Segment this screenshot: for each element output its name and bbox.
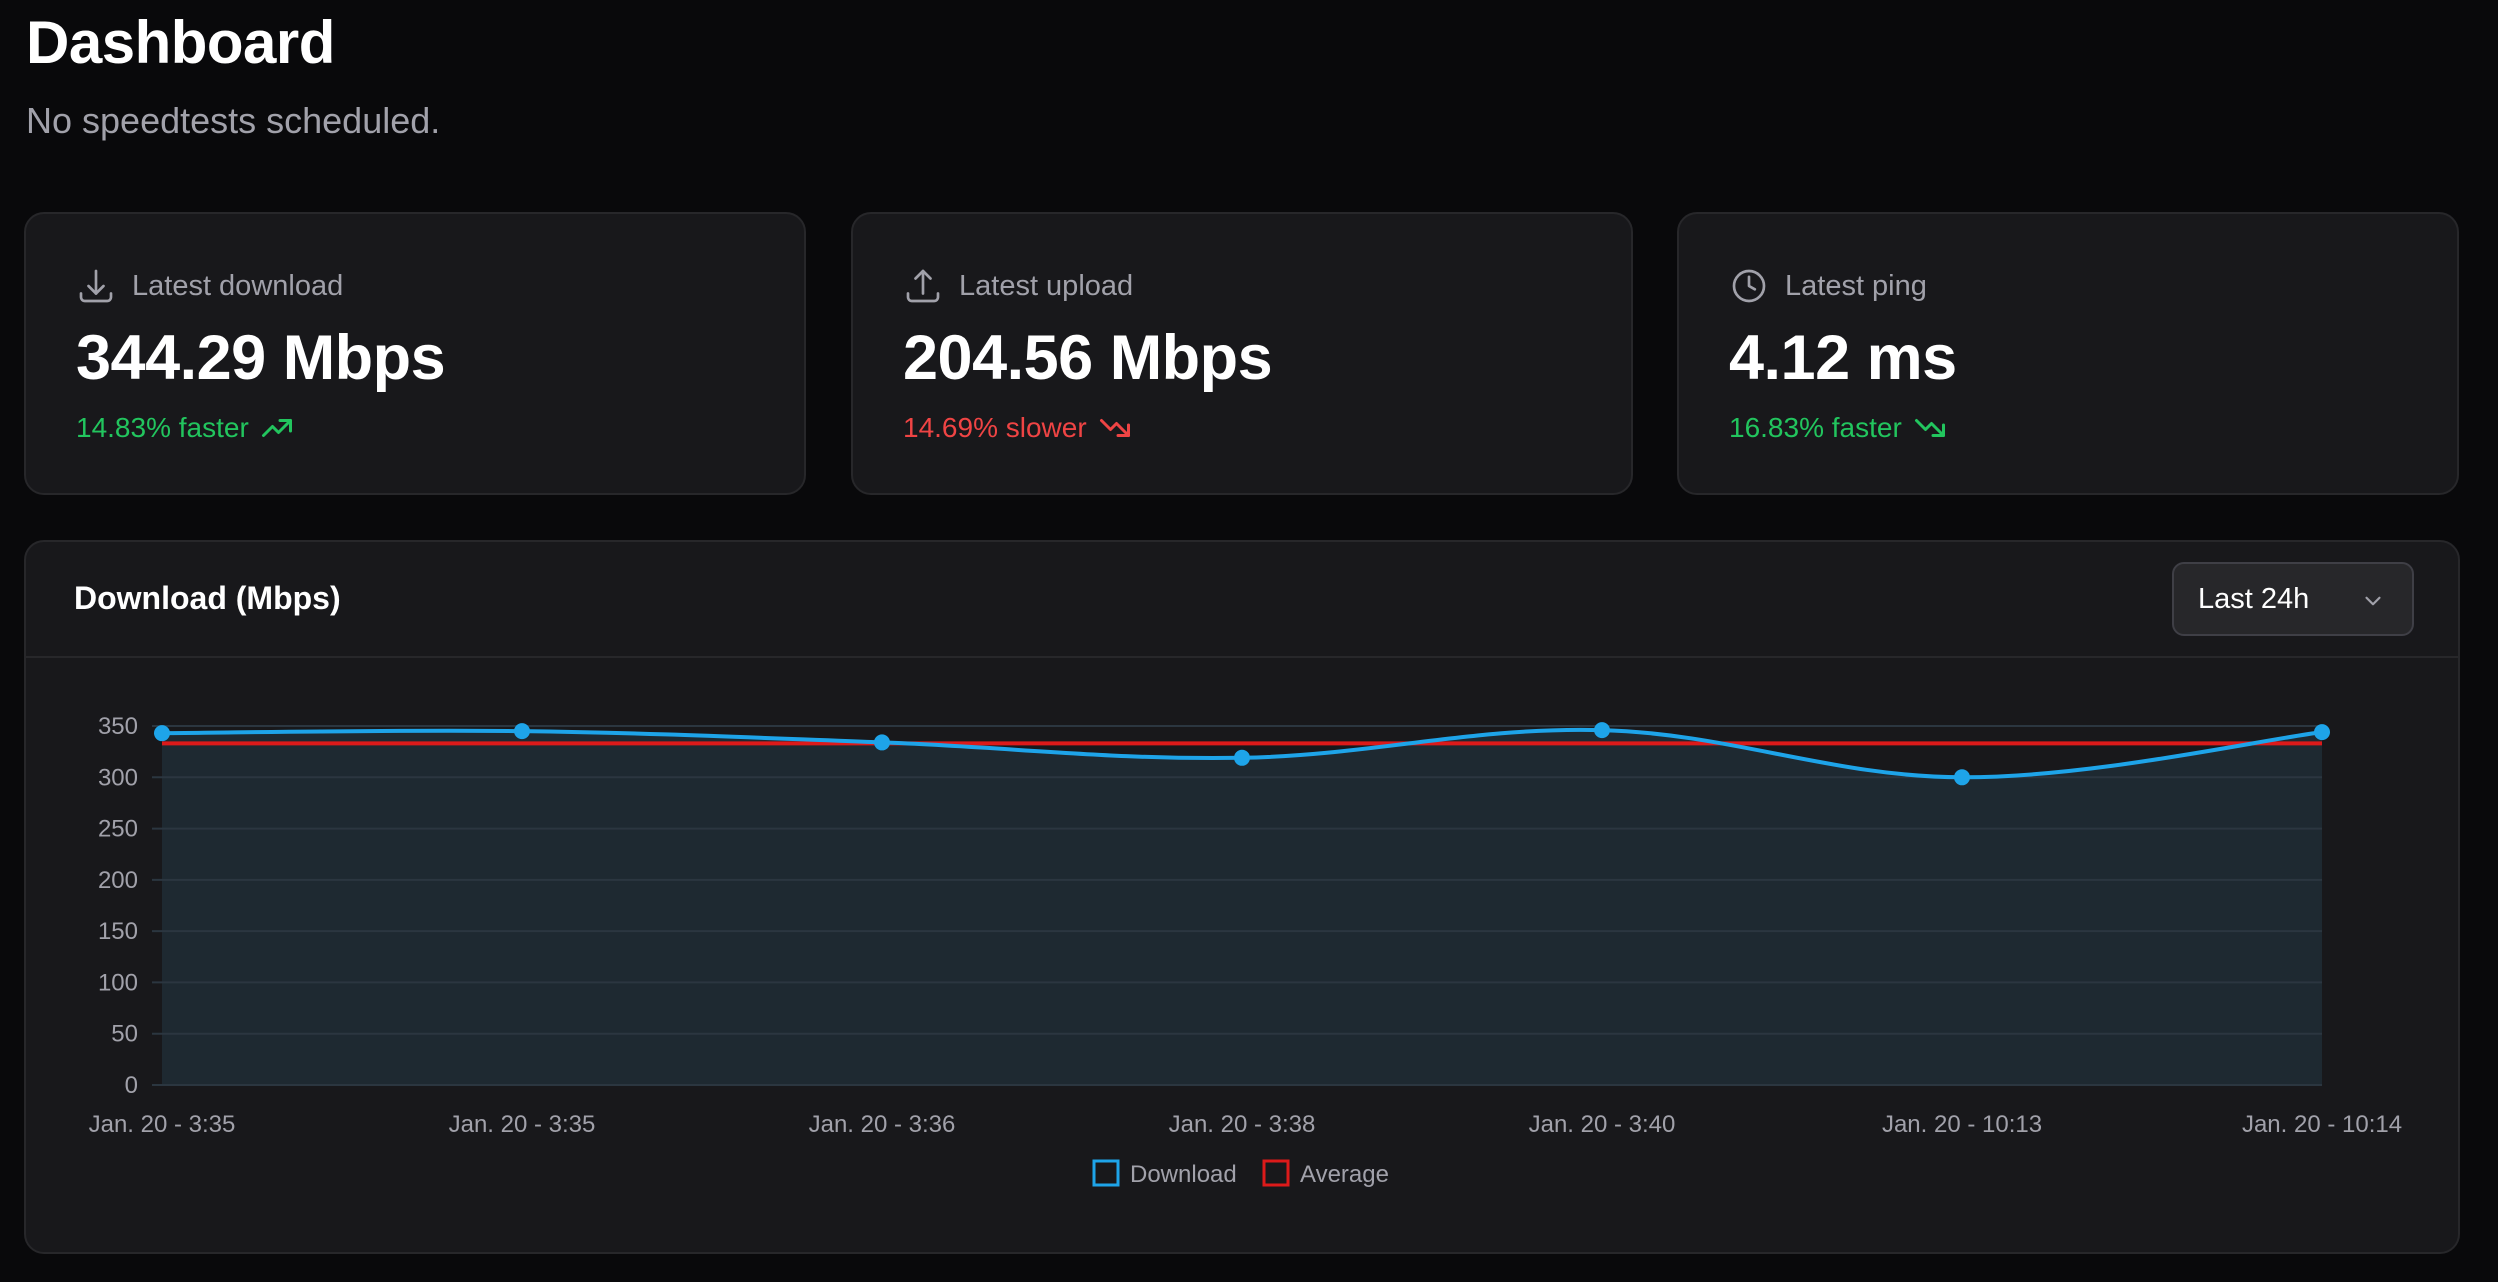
legend-download-swatch: [1092, 1159, 1120, 1187]
download-data-point: [154, 725, 170, 742]
latest-ping-label: Latest ping: [1785, 269, 1927, 302]
download-icon: [79, 269, 113, 303]
clock-icon: [1732, 269, 1766, 303]
legend-average-swatch: [1262, 1159, 1290, 1187]
y-tick-label: 150: [98, 918, 138, 945]
y-tick-label: 300: [98, 764, 138, 791]
latest-download-label: Latest download: [132, 269, 344, 302]
x-tick-label: Jan. 20 - 10:14: [2242, 1111, 2402, 1138]
y-tick-label: 200: [98, 867, 138, 894]
time-range-select[interactable]: Last 24h: [2172, 562, 2414, 636]
x-tick-label: Jan. 20 - 3:35: [89, 1111, 236, 1138]
latest-ping-card: Latest ping 4.12 ms 16.83% faster: [1677, 212, 2459, 495]
latest-upload-label: Latest upload: [959, 269, 1134, 302]
chart-header: Download (Mbps) Last 24h: [26, 542, 2458, 658]
x-tick-label: Jan. 20 - 3:38: [1169, 1111, 1316, 1138]
latest-download-value: 344.29 Mbps: [76, 323, 446, 393]
latest-download-delta: 14.83% faster: [76, 410, 295, 446]
x-tick-label: Jan. 20 - 3:35: [449, 1111, 596, 1138]
latest-upload-delta: 14.69% slower: [903, 410, 1133, 446]
chevron-down-icon: [2365, 596, 2381, 606]
download-data-point: [874, 734, 890, 751]
page-title: Dashboard: [26, 9, 335, 76]
download-area-fill: [162, 729, 2322, 1085]
download-data-point: [514, 723, 530, 740]
trending-down-icon: [1099, 419, 1130, 437]
x-tick-label: Jan. 20 - 10:13: [1882, 1111, 2042, 1138]
trending-up-icon: [261, 419, 292, 437]
latest-download-delta-text: 14.83% faster: [76, 412, 249, 443]
latest-upload-delta-text: 14.69% slower: [903, 412, 1087, 443]
latest-upload-value: 204.56 Mbps: [903, 323, 1273, 393]
trending-down-icon: [1914, 419, 1945, 437]
page-subtitle: No speedtests scheduled.: [26, 100, 441, 141]
download-chart: 0 50 100 150 200 250 300 350 Jan. 20 - 3:35 Jan. …: [89, 713, 2402, 1188]
latest-download-card: Latest download 344.29 Mbps 14.83% faste…: [24, 212, 806, 495]
download-data-point: [1234, 749, 1250, 766]
y-tick-label: 50: [111, 1021, 138, 1048]
y-tick-label: 250: [98, 816, 138, 843]
x-tick-label: Jan. 20 - 3:36: [809, 1111, 956, 1138]
y-tick-label: 0: [125, 1072, 138, 1099]
latest-ping-value: 4.12 ms: [1729, 323, 1957, 393]
y-tick-label: 350: [98, 713, 138, 740]
latest-ping-delta: 16.83% faster: [1729, 410, 1948, 446]
latest-upload-card: Latest upload 204.56 Mbps 14.69% slower: [851, 212, 1633, 495]
upload-icon: [906, 269, 940, 303]
legend-average-label: Average: [1300, 1161, 1389, 1188]
download-data-point: [2314, 724, 2330, 741]
legend-download-label: Download: [1130, 1161, 1237, 1188]
download-data-point: [1954, 769, 1970, 786]
download-data-point: [1594, 722, 1610, 739]
latest-ping-delta-text: 16.83% faster: [1729, 412, 1902, 443]
time-range-value: Last 24h: [2198, 582, 2310, 615]
x-tick-label: Jan. 20 - 3:40: [1529, 1111, 1676, 1138]
y-tick-label: 100: [98, 969, 138, 996]
download-chart-card: 0 50 100 150 200 250 300 350 Jan. 20 - 3:35 Jan. …: [24, 540, 2460, 1254]
chart-title: Download (Mbps): [74, 580, 341, 616]
